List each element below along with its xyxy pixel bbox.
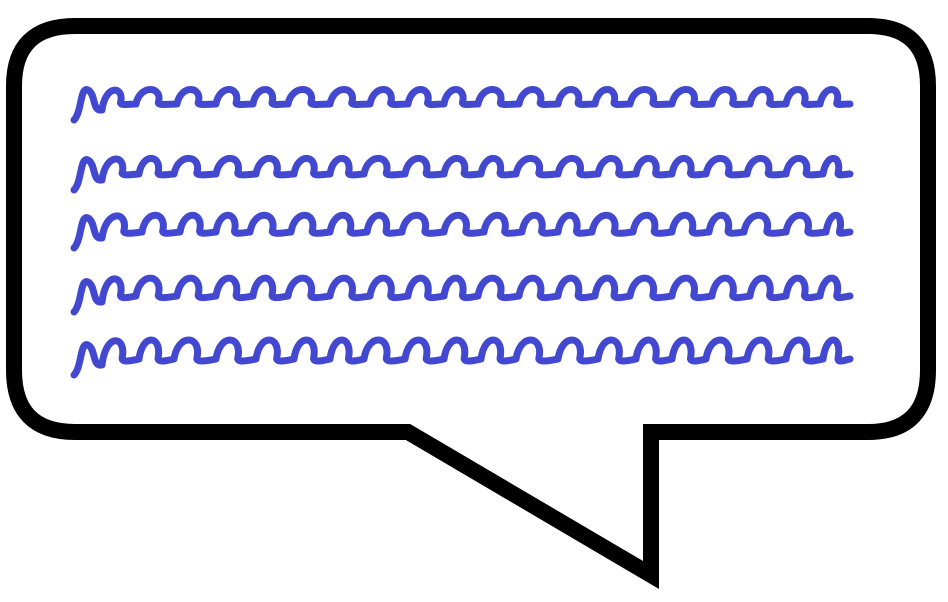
squiggle-line-icon [70, 86, 854, 124]
squiggle-line-icon [70, 336, 854, 379]
squiggle-line-icon [70, 211, 854, 252]
squiggle-line-icon [70, 274, 854, 316]
squiggle-line-icon [70, 154, 854, 194]
scribble-lines [70, 86, 854, 379]
